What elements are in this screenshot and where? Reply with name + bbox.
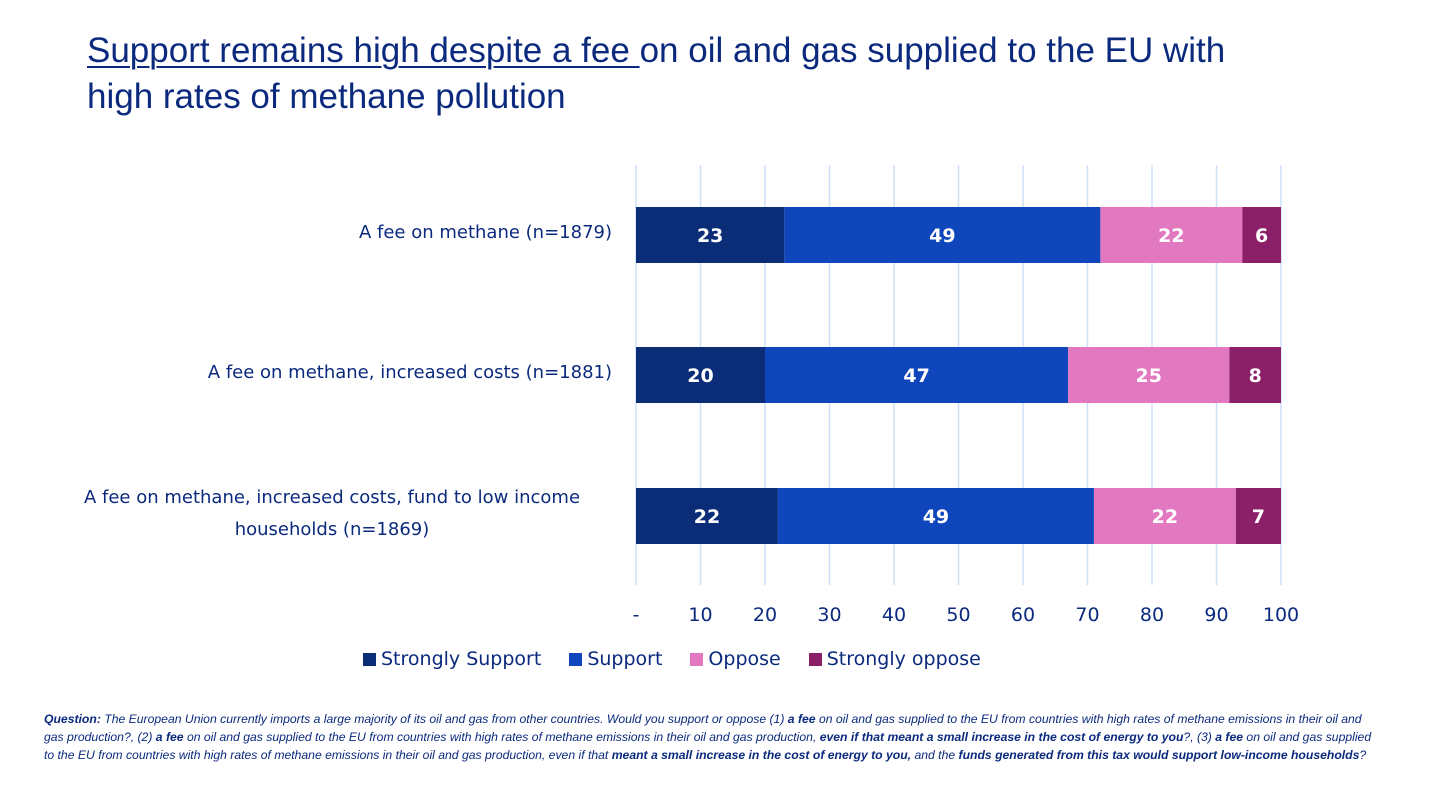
footnote-bold-text: a fee bbox=[155, 730, 184, 744]
bar-segment bbox=[636, 207, 785, 263]
legend-item: Strongly oppose bbox=[808, 648, 981, 670]
legend-label: Support bbox=[587, 648, 663, 670]
footnote-text: ? bbox=[1359, 748, 1367, 762]
x-tick-label: 30 bbox=[817, 604, 842, 626]
bar-segment bbox=[1229, 347, 1281, 403]
bar-segment bbox=[1242, 207, 1281, 263]
data-label: 22 bbox=[1158, 225, 1184, 247]
page-title: Support remains high despite a fee on oi… bbox=[87, 28, 1287, 120]
title-rest: on oil and gas supplied to the EU with h… bbox=[87, 31, 1226, 116]
title-underlined: Support remains high despite a fee bbox=[87, 31, 640, 70]
footnote: Question: The European Union currently i… bbox=[44, 710, 1384, 764]
footnote-text: on oil and gas supplied to the EU from c… bbox=[44, 730, 1372, 762]
data-label: 25 bbox=[1136, 365, 1162, 387]
footnote-bold-text: a fee bbox=[787, 712, 816, 726]
x-tick-label: 50 bbox=[946, 604, 971, 626]
x-tick-label: 100 bbox=[1262, 604, 1300, 626]
legend-label: Oppose bbox=[708, 648, 781, 670]
footnote-bold-text: Question: bbox=[44, 712, 101, 726]
x-tick-label: 40 bbox=[881, 604, 907, 626]
legend-swatch bbox=[569, 652, 583, 666]
legend-label: Strongly Support bbox=[381, 648, 542, 670]
data-label: 22 bbox=[694, 506, 720, 528]
legend-label: Strongly oppose bbox=[826, 648, 981, 670]
footnote-text: and the bbox=[911, 748, 959, 762]
data-label: 22 bbox=[1152, 506, 1178, 528]
x-tick-label: 70 bbox=[1075, 604, 1100, 626]
bar-segment bbox=[1235, 488, 1281, 544]
stacked-bar-chart: 23 49 22 6 20 47 25 8 22 49 22 7 bbox=[635, 165, 1282, 585]
footnote-bold-text: funds generated from this tax would supp… bbox=[958, 748, 1360, 762]
bar-segment bbox=[777, 488, 1094, 544]
legend-swatch bbox=[808, 652, 822, 666]
data-label: 23 bbox=[697, 225, 723, 247]
data-label: 20 bbox=[687, 365, 713, 387]
legend: Strongly Support Support Oppose Strongly op… bbox=[363, 648, 981, 670]
footnote-text: on oil and gas supplied to the EU from c… bbox=[183, 730, 820, 744]
footnote-text: The European Union currently imports a l… bbox=[100, 712, 788, 726]
bar-segment bbox=[765, 347, 1069, 403]
data-label: 49 bbox=[929, 225, 955, 247]
category-label: A fee on methane, increased costs, fund … bbox=[83, 487, 581, 540]
footnote-bold-text: even if that meant a small increase in t… bbox=[819, 730, 1184, 744]
category-label: A fee on methane, increased costs (n=188… bbox=[207, 362, 612, 383]
data-label: 49 bbox=[923, 506, 949, 528]
footnote-bold-text: a fee bbox=[1215, 730, 1244, 744]
footnote-text: ?, (3) bbox=[1183, 730, 1216, 744]
bar-segment bbox=[636, 347, 765, 403]
bar-segment bbox=[636, 488, 778, 544]
legend-swatch bbox=[363, 652, 376, 666]
data-label: 8 bbox=[1249, 365, 1262, 387]
bar-segment bbox=[1068, 347, 1230, 403]
legend-swatch bbox=[690, 652, 704, 666]
legend-item: Strongly Support bbox=[363, 648, 541, 670]
footnote-bold-text: meant a small increase in the cost of en… bbox=[611, 748, 912, 762]
x-tick-label: 10 bbox=[688, 604, 713, 626]
legend-item: Oppose bbox=[690, 648, 781, 670]
footnote-text: on oil and gas supplied to the EU from c… bbox=[44, 712, 1362, 744]
data-label: 6 bbox=[1255, 225, 1268, 247]
bar-segment bbox=[784, 207, 1101, 263]
bar-segment bbox=[1093, 488, 1236, 544]
x-tick-label: 20 bbox=[752, 604, 778, 626]
category-label: A fee on methane (n=1879) bbox=[358, 222, 612, 243]
legend-item: Support bbox=[569, 648, 662, 670]
data-label: 7 bbox=[1252, 506, 1265, 528]
x-tick-label: 60 bbox=[1010, 604, 1036, 626]
data-label: 47 bbox=[903, 365, 929, 387]
bar-segment bbox=[1100, 207, 1243, 263]
x-tick-label: 90 bbox=[1204, 604, 1229, 626]
x-tick-label: - bbox=[632, 604, 640, 626]
x-tick-label: 80 bbox=[1139, 604, 1165, 626]
